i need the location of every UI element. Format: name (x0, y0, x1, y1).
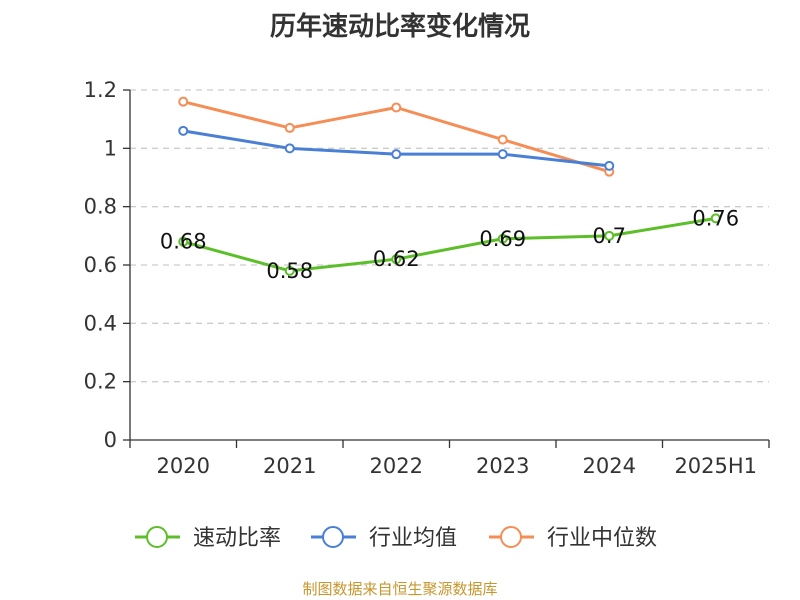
y-tick-label: 1.2 (84, 78, 117, 102)
y-tick-label: 0.6 (84, 253, 117, 277)
data-label: 0.68 (160, 230, 207, 254)
legend-label: 行业中位数 (547, 526, 657, 551)
data-point (604, 160, 615, 171)
series-line (182, 216, 716, 273)
data-labels: 0.68 0.58 0.62 0.69 0.7 0.76 (160, 206, 739, 283)
data-point (178, 236, 189, 247)
legend-marker (322, 526, 344, 548)
data-point (604, 230, 615, 241)
x-tick-label: 2022 (370, 454, 423, 478)
x-tick-label: 2024 (583, 454, 636, 478)
data-point (391, 149, 402, 160)
grid-lines (130, 89, 769, 383)
source-note: 制图数据来自恒生聚源数据库 (302, 580, 498, 598)
y-tick-label: 0 (104, 428, 117, 452)
data-label: 0.62 (373, 247, 420, 271)
tick-labels: 0 0.2 0.4 0.6 0.8 1 1.2 2020 2021 2022 2023 2024 202… (84, 78, 757, 478)
y-tick-label: 0.4 (84, 311, 117, 335)
x-tick-label: 2021 (263, 454, 316, 478)
axes (123, 89, 770, 448)
x-tick-label: 2023 (476, 454, 529, 478)
legend-label: 行业均值 (369, 526, 457, 551)
y-tick-label: 0.2 (84, 370, 117, 394)
data-point (391, 254, 402, 265)
legend-label: 速动比率 (193, 526, 281, 551)
y-tick-label: 1 (104, 136, 117, 160)
data-point (497, 149, 508, 160)
legend-marker (500, 526, 522, 548)
data-point (497, 233, 508, 244)
data-point (178, 125, 189, 136)
chart-title: 历年速动比率变化情况 (269, 12, 530, 42)
data-point (710, 213, 721, 224)
data-point (497, 134, 508, 145)
y-tick-label: 0.8 (84, 195, 117, 219)
data-point (284, 265, 295, 276)
data-label: 0.76 (692, 206, 739, 230)
data-point (284, 122, 295, 133)
data-point (178, 96, 189, 107)
data-point (391, 102, 402, 113)
data-label: 0.58 (266, 259, 313, 283)
data-label: 0.69 (479, 227, 526, 251)
data-point (284, 143, 295, 154)
x-tick-label: 2020 (157, 454, 210, 478)
legend[interactable]: 速动比率 行业均值 行业中位数 (135, 526, 657, 551)
x-tick-label: 2025H1 (674, 454, 757, 478)
legend-marker (146, 526, 168, 548)
data-label: 0.7 (593, 224, 626, 248)
series-group (178, 96, 721, 276)
